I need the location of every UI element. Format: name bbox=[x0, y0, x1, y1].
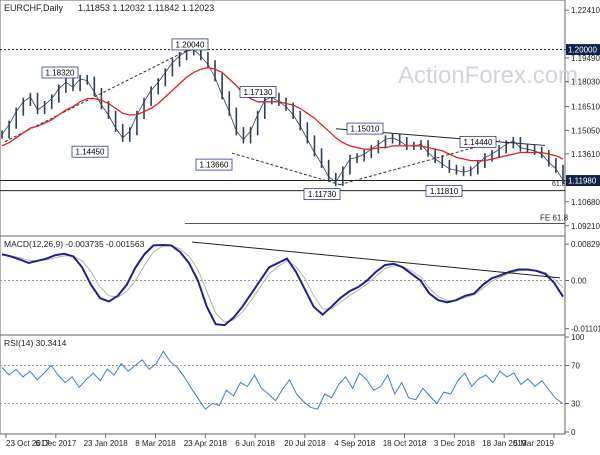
price-y-tick-label: 1.10680 bbox=[571, 198, 600, 207]
macd-axis-ticks: 0.008292 0.00 -0.011015 bbox=[565, 240, 600, 334]
macd-line bbox=[1, 243, 564, 327]
price-marker-box bbox=[239, 86, 277, 98]
price-y-tick-label: 1.18030 bbox=[571, 78, 600, 87]
price-marker-label: 1.11810 bbox=[430, 187, 459, 196]
x-tick-label: 20 Jul 2018 bbox=[284, 439, 326, 448]
chart-title: EURCHF,Daily bbox=[4, 3, 64, 13]
x-tick-label: 3 Dec 2018 bbox=[434, 439, 475, 448]
x-tick-label: 18 Jan 2019 bbox=[482, 439, 527, 448]
trend-line-dashed bbox=[231, 152, 341, 186]
price-marker-label: 1.11730 bbox=[308, 190, 337, 199]
price-y-tick-label: 1.15050 bbox=[571, 126, 600, 135]
rsi-series bbox=[0, 350, 565, 410]
x-tick-label: 4 Sep 2018 bbox=[334, 439, 375, 448]
macd-panel-frame bbox=[0, 235, 566, 336]
rsi-panel-frame bbox=[0, 334, 566, 435]
trend-line-dashed bbox=[4, 48, 191, 143]
price-marker-label: 1.15010 bbox=[351, 125, 380, 134]
x-tick-label: 6 Dec 2017 bbox=[35, 439, 76, 448]
price-marker-box bbox=[346, 122, 384, 135]
price-marker-label: 1.13660 bbox=[200, 161, 229, 170]
price-axis-tags: 1.20000 1.11980 bbox=[566, 44, 600, 187]
macd-y-tick-label: 0.008292 bbox=[571, 240, 600, 249]
price-marker-box bbox=[425, 184, 463, 197]
macd-signal-line bbox=[1, 244, 564, 323]
axis-tag-label: 1.20000 bbox=[568, 46, 597, 55]
axis-tag-label: 1.11980 bbox=[568, 177, 597, 186]
rsi-line bbox=[1, 350, 564, 410]
rsi-y-tick-label: 70 bbox=[571, 362, 580, 371]
x-tick-label: 18 Oct 2018 bbox=[383, 439, 427, 448]
price-marker-box bbox=[171, 38, 209, 51]
price-marker-box bbox=[195, 158, 233, 171]
macd-title: MACD(12,26,9) -0.003735 -0.001563 bbox=[4, 239, 145, 249]
price-marker-box bbox=[41, 66, 79, 79]
fe-label: FE 61.8 bbox=[540, 214, 569, 223]
x-tick-label: 6 Jun 2018 bbox=[235, 439, 275, 448]
price-guides: FE 61.8 61.8 bbox=[0, 48, 569, 225]
macd-y-tick-label: 0.00 bbox=[571, 276, 587, 285]
price-y-tick-label: 1.09210 bbox=[571, 222, 600, 231]
x-tick-label: 23 Apr 2018 bbox=[184, 439, 228, 448]
chart-ohlc: 1.11853 1.12032 1.11842 1.12023 bbox=[78, 3, 214, 13]
rsi-y-tick-label: 0 bbox=[571, 428, 576, 437]
x-tick-label: 23 Oct 2017 bbox=[6, 439, 50, 448]
price-marker-label: 1.17130 bbox=[244, 88, 273, 97]
rsi-y-tick-label: 30 bbox=[571, 400, 580, 409]
x-tick-label: 5 Mar 2019 bbox=[514, 439, 555, 448]
price-series bbox=[1, 45, 564, 186]
macd-trend-line bbox=[191, 241, 561, 279]
price-close-line bbox=[1, 49, 564, 183]
x-tick-label: 23 Jan 2018 bbox=[84, 439, 129, 448]
rsi-y-tick-label: 100 bbox=[571, 333, 585, 342]
price-y-tick-label: 1.13610 bbox=[571, 150, 600, 159]
macd-series bbox=[0, 241, 565, 327]
price-marker-label: 1.14450 bbox=[76, 148, 105, 157]
price-marker-box bbox=[459, 135, 497, 148]
watermark: ActionForex.com bbox=[398, 62, 578, 89]
price-marker-box bbox=[71, 145, 109, 158]
trend-line-dashed bbox=[339, 139, 501, 186]
fib-label: 61.8 bbox=[552, 181, 566, 188]
price-marker-label: 1.20040 bbox=[176, 40, 205, 49]
price-marker-label: 1.14440 bbox=[464, 138, 493, 147]
price-markers: 1.20040 1.18320 1.14450 1.17130 1.13660 1.150… bbox=[41, 38, 497, 201]
rsi-title: RSI(14) 30.3414 bbox=[4, 338, 67, 348]
price-y-tick-label: 1.22410 bbox=[571, 6, 600, 15]
price-marker-label: 1.18320 bbox=[46, 69, 75, 78]
price-panel-frame bbox=[0, 0, 566, 237]
price-marker-box bbox=[303, 188, 341, 201]
macd-y-tick-label: -0.011015 bbox=[571, 325, 600, 334]
axis-tag-box bbox=[566, 44, 600, 56]
ema-line bbox=[1, 66, 564, 162]
price-y-tick-label: 1.19490 bbox=[571, 54, 600, 63]
rsi-axis-ticks: 100 70 30 0 bbox=[565, 333, 585, 437]
axis-tag-box bbox=[566, 175, 600, 187]
x-tick-label: 8 Mar 2018 bbox=[135, 439, 176, 448]
price-y-tick-label: 1.16510 bbox=[571, 103, 600, 112]
